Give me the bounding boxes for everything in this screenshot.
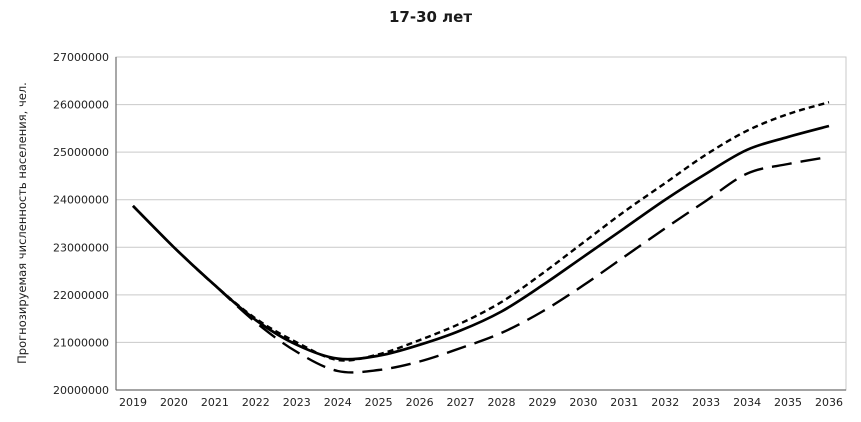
- x-tick-label: 2036: [815, 396, 843, 409]
- y-tick-label: 23000000: [53, 241, 109, 254]
- x-tick-label: 2023: [283, 396, 311, 409]
- low-variant-dashed-line: [132, 155, 830, 374]
- y-tick-label: 25000000: [53, 146, 109, 159]
- x-tick-label: 2025: [365, 396, 393, 409]
- y-tick-label: 24000000: [53, 194, 109, 207]
- x-tick-label: 2024: [324, 396, 352, 409]
- x-tick-label: 2020: [160, 396, 188, 409]
- medium-variant-solid-line: [132, 124, 830, 361]
- x-tick-label: 2028: [487, 396, 515, 409]
- x-tick-label: 2021: [201, 396, 229, 409]
- x-tick-label: 2031: [610, 396, 638, 409]
- chart-title: 17-30 лет: [388, 8, 473, 26]
- y-tick-label: 21000000: [53, 336, 109, 349]
- y-tick-label: 26000000: [53, 99, 109, 112]
- x-tick-label: 2027: [447, 396, 475, 409]
- x-tick-label: 2034: [733, 396, 761, 409]
- y-tick-label: 20000000: [53, 384, 109, 397]
- x-tick-label: 2030: [569, 396, 597, 409]
- x-tick-label: 2019: [119, 396, 147, 409]
- x-tick-label: 2032: [651, 396, 679, 409]
- y-tick-label: 27000000: [53, 51, 109, 64]
- x-tick-label: 2029: [528, 396, 556, 409]
- x-tick-label: 2022: [242, 396, 270, 409]
- x-tick-label: 2033: [692, 396, 720, 409]
- x-tick-label: 2035: [774, 396, 802, 409]
- y-tick-label: 22000000: [53, 289, 109, 302]
- x-tick-label: 2026: [406, 396, 434, 409]
